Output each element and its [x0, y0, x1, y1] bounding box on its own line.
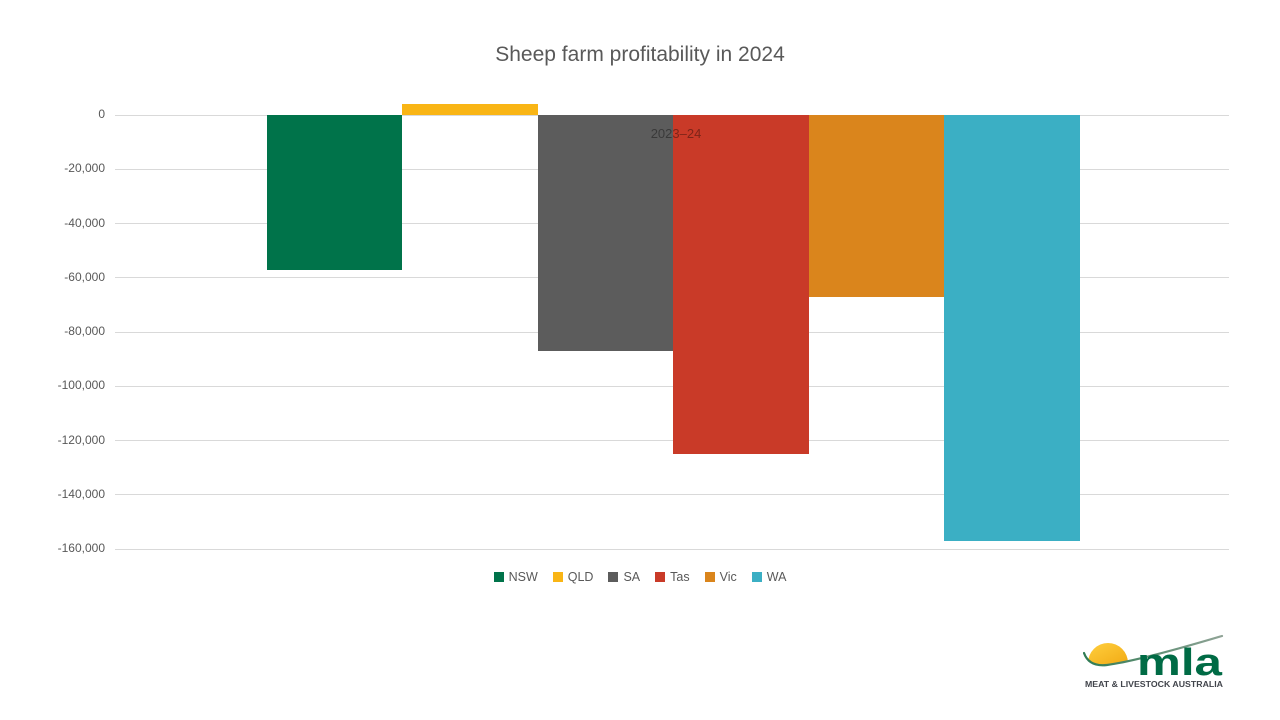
logo-swoosh-icon: [1083, 634, 1224, 667]
legend-item-vic: Vic: [704, 570, 737, 584]
gridline: [115, 440, 1229, 441]
gridline: [115, 548, 1229, 550]
chart-title: Sheep farm profitability in 2024: [495, 43, 785, 66]
legend-item-tas: Tas: [655, 570, 690, 584]
legend-label: SA: [623, 570, 641, 584]
logo-sun-icon: [1088, 643, 1128, 666]
y-axis-tick-label: -60,000: [64, 269, 105, 284]
bar-sa: [537, 115, 673, 351]
bar-wa: [944, 115, 1080, 541]
legend-label: Tas: [670, 570, 690, 584]
legend-swatch-icon: [608, 572, 619, 582]
legend-label: NSW: [508, 570, 538, 584]
y-axis-tick-label: -120,000: [57, 432, 105, 447]
legend-label: QLD: [567, 570, 594, 584]
legend-item-wa: WA: [751, 570, 787, 584]
y-axis-tick-label: -80,000: [64, 324, 105, 338]
y-axis-tick-label: -40,000: [64, 215, 105, 230]
y-axis-tick-label: 0: [98, 107, 105, 121]
y-axis-tick-label: -20,000: [64, 161, 105, 176]
logo-wordmark: mla: [1137, 642, 1223, 684]
bar-vic: [808, 115, 944, 297]
legend-swatch-icon: [704, 572, 715, 582]
legend-swatch-icon: [751, 572, 762, 582]
legend-item-nsw: NSW: [493, 570, 538, 584]
legend-item-sa: SA: [608, 570, 640, 584]
mla-logo: mla MEAT & LIVESTOCK AUSTRALIA: [1083, 634, 1224, 689]
logo-caption: MEAT & LIVESTOCK AUSTRALIA: [1085, 680, 1223, 689]
bar-tas: [673, 115, 809, 455]
legend-swatch-icon: [493, 572, 504, 582]
bar-nsw: [266, 115, 402, 270]
gridline: [115, 494, 1229, 496]
legend-item-qld: QLD: [552, 570, 594, 584]
legend-label: Vic: [719, 570, 737, 584]
legend-label: WA: [766, 570, 787, 584]
bar-qld: [402, 104, 538, 115]
x-axis-category-label: 2023–24: [650, 126, 702, 141]
y-axis-tick-label: -140,000: [57, 486, 105, 501]
legend-swatch-icon: [552, 572, 563, 582]
y-axis-tick-label: -160,000: [57, 541, 105, 555]
y-axis-tick-label: -100,000: [57, 378, 105, 393]
legend-swatch-icon: [655, 572, 666, 582]
gridline: [115, 385, 1229, 387]
legend: NSW QLD SA Tas Vic WA: [0, 570, 1280, 584]
